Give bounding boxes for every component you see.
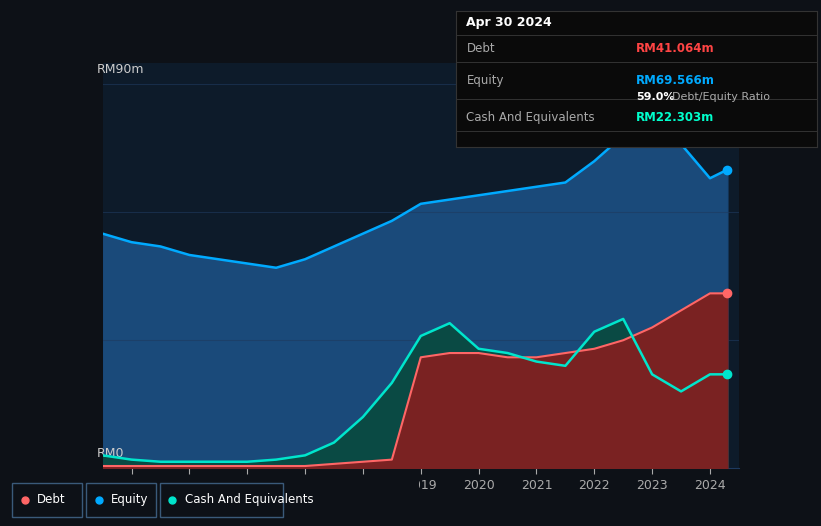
Text: Debt: Debt [37, 493, 66, 506]
Text: Debt: Debt [466, 42, 495, 55]
Text: 59.0%: 59.0% [636, 92, 675, 102]
Text: RM41.064m: RM41.064m [636, 42, 715, 55]
Text: RM22.303m: RM22.303m [636, 110, 714, 124]
Text: RM69.566m: RM69.566m [636, 74, 715, 87]
Text: Equity: Equity [111, 493, 149, 506]
Text: Cash And Equivalents: Cash And Equivalents [466, 110, 595, 124]
Text: Apr 30 2024: Apr 30 2024 [466, 16, 553, 29]
Text: Cash And Equivalents: Cash And Equivalents [185, 493, 314, 506]
Text: Equity: Equity [466, 74, 504, 87]
Text: RM90m: RM90m [96, 63, 144, 76]
Text: Debt/Equity Ratio: Debt/Equity Ratio [672, 92, 770, 102]
Text: RM0: RM0 [96, 447, 124, 460]
